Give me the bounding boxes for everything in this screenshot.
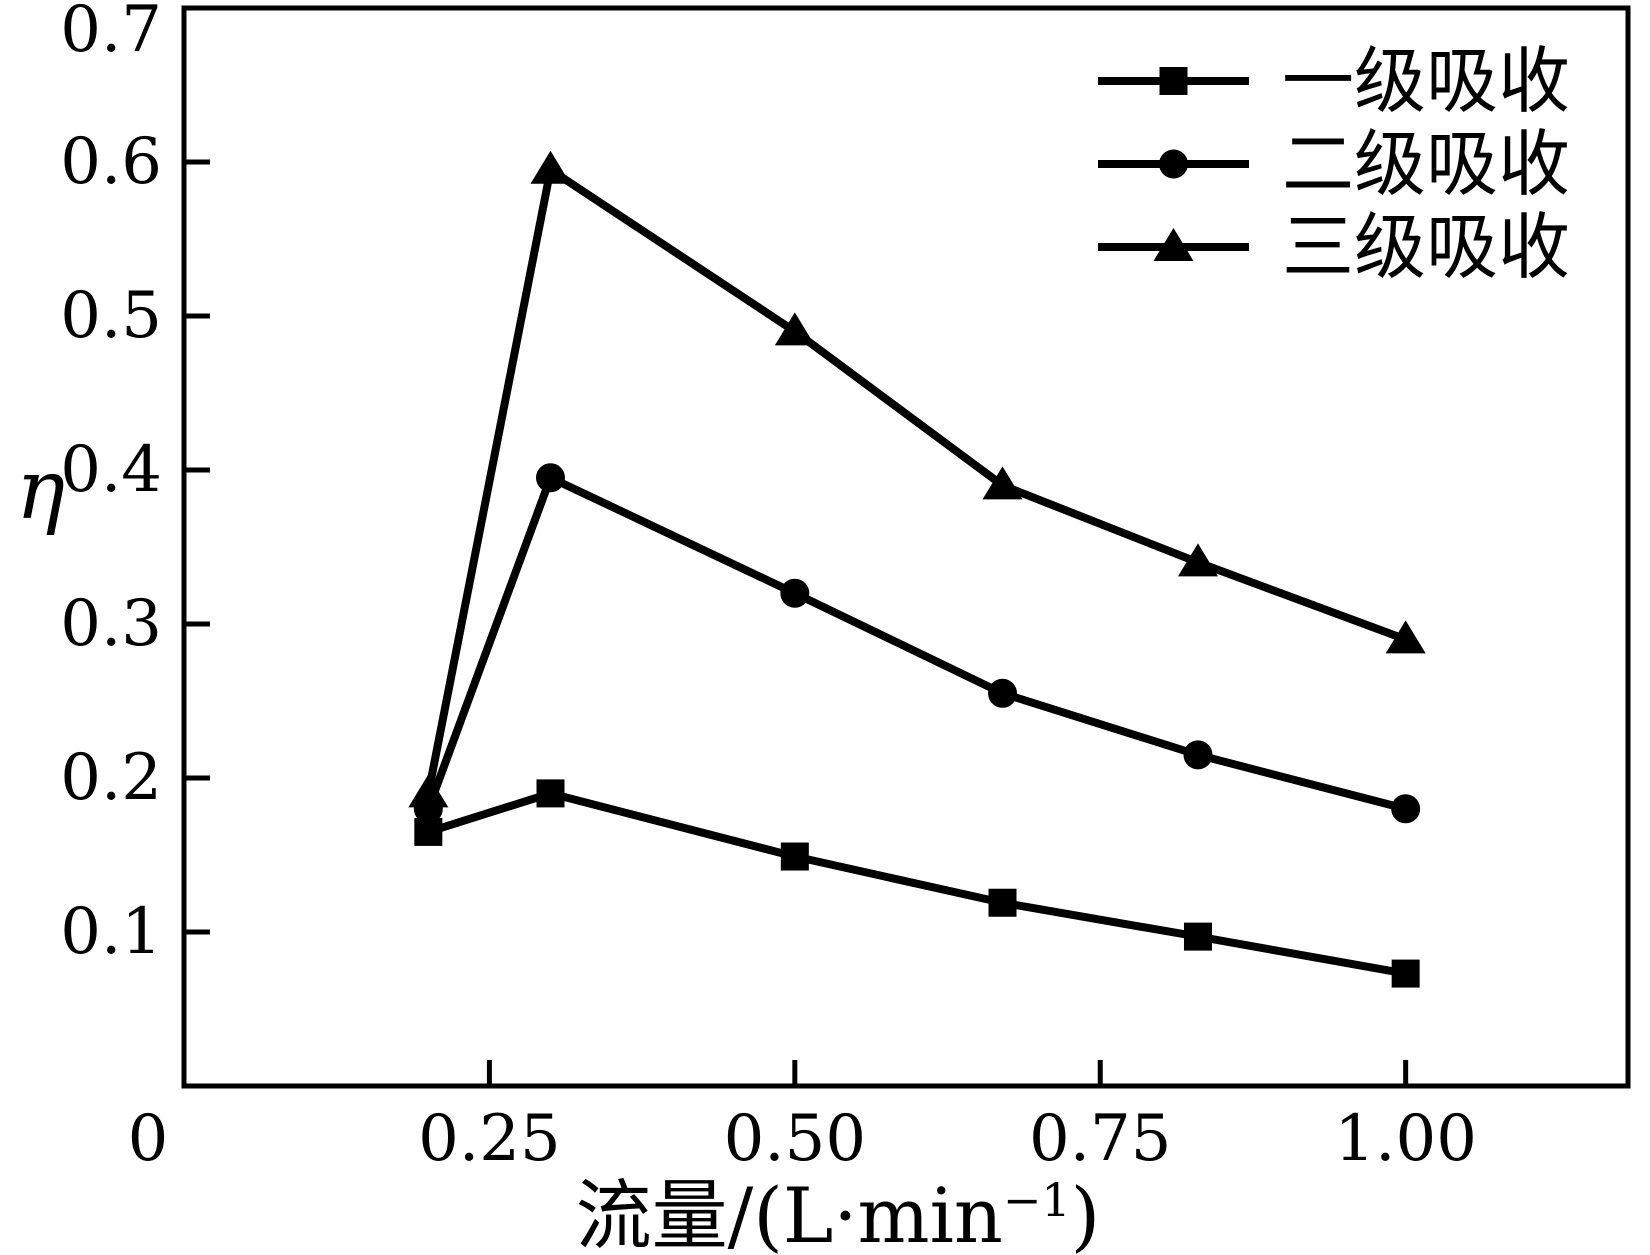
x-tick-label-1.00: 1.00 <box>1334 1102 1477 1176</box>
y-tick-label-0.4: 0.4 <box>60 433 162 507</box>
y-tick-label-0.1: 0.1 <box>60 895 162 969</box>
legend-triangle-marker <box>1153 228 1194 261</box>
triangle-marker <box>530 150 571 184</box>
triangle-marker <box>408 774 449 808</box>
legend-label-0: 一级吸收 <box>1282 39 1570 123</box>
series-三级吸收 <box>408 150 1426 808</box>
legend-square-marker <box>1159 67 1188 95</box>
legend-label-1: 二级吸收 <box>1282 122 1570 206</box>
y-tick-label-0.3: 0.3 <box>60 587 162 661</box>
circle-marker <box>1183 740 1213 770</box>
triangle-marker <box>774 312 815 346</box>
triangle-marker <box>1177 543 1218 577</box>
series-二级吸收 <box>413 463 1421 824</box>
y-axis-title: η <box>16 443 65 538</box>
square-marker <box>1391 959 1420 988</box>
circle-marker <box>535 463 565 493</box>
x-tick-label-0.25: 0.25 <box>418 1102 561 1176</box>
square-marker <box>536 779 565 808</box>
series-一级吸收 <box>414 779 1420 988</box>
series-line-2 <box>424 163 1408 795</box>
legend-circle-marker <box>1159 149 1188 179</box>
triangle-marker <box>1385 620 1426 654</box>
x-axis-title: 流量/(L·min−1) <box>576 1171 1101 1255</box>
circle-marker <box>988 678 1018 708</box>
x-tick-label-0.75: 0.75 <box>1029 1102 1172 1176</box>
y-tick-label-0.5: 0.5 <box>60 279 162 353</box>
plot-frame <box>181 5 1631 1089</box>
circle-marker <box>780 578 810 608</box>
y-tick-label-0.7: 0.7 <box>60 0 162 67</box>
square-marker <box>780 842 809 871</box>
series-line-0 <box>427 789 1407 978</box>
y-tick-label-0.6: 0.6 <box>60 125 162 199</box>
x-tick-label-0.50: 0.50 <box>724 1102 867 1176</box>
square-marker <box>1183 922 1212 951</box>
y-tick-label-0.2: 0.2 <box>60 741 162 815</box>
series-line-1 <box>424 472 1407 813</box>
square-marker <box>988 888 1017 917</box>
triangle-marker <box>982 466 1023 500</box>
legend-entry-一级吸收: 一级吸收 <box>1098 39 1570 123</box>
legend-entry-三级吸收: 三级吸收 <box>1098 205 1570 289</box>
legend-entry-二级吸收: 二级吸收 <box>1098 122 1570 206</box>
x-tick-label-0: 0 <box>128 1102 169 1176</box>
legend-label-2: 三级吸收 <box>1282 205 1570 289</box>
circle-marker <box>1391 794 1421 824</box>
